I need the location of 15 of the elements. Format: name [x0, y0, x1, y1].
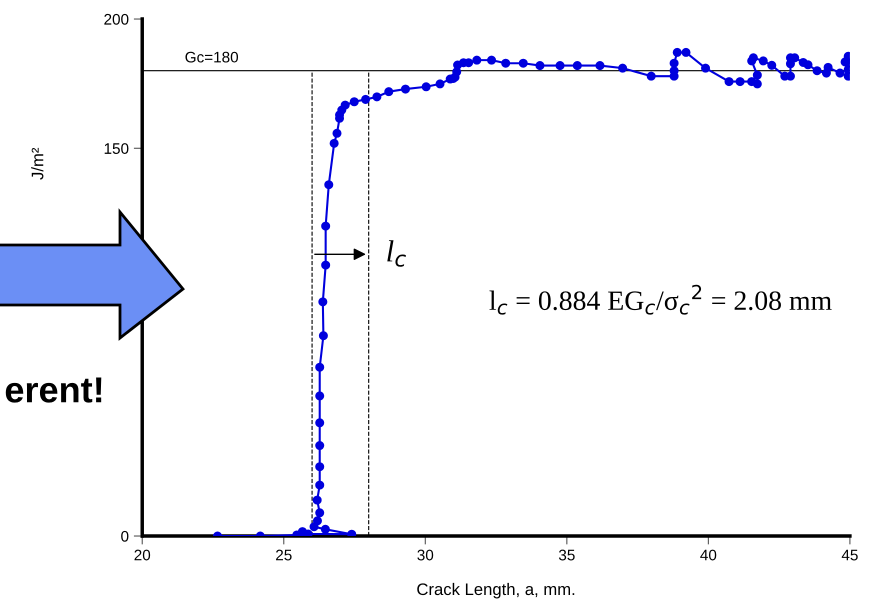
x-tick-label: 40 — [700, 550, 716, 560]
x-axis-title: Crack Length, a, mm. — [417, 582, 574, 598]
annotation: l$_{c}$ = 0.884 EG$_{c}$/σ$_{c}$$^{2}$ = 2.08 mm — [489, 284, 832, 315]
x-tick-label: 20 — [134, 550, 150, 560]
x-tick-label: 35 — [558, 550, 575, 560]
ref-line-label: Gc=180 — [185, 52, 238, 63]
y-tick-label: 0 — [121, 530, 128, 542]
x-tick-label: 25 — [276, 550, 292, 560]
annotation: l$_{c}$ — [387, 240, 406, 267]
y-axis-title: J/m² — [31, 148, 44, 180]
y-tick-label: 200 — [104, 14, 128, 25]
y-tick-label: 150 — [104, 143, 128, 154]
x-tick-label: 30 — [417, 550, 434, 560]
text: erent! — [6, 377, 102, 403]
x-tick-label: 45 — [842, 550, 858, 560]
